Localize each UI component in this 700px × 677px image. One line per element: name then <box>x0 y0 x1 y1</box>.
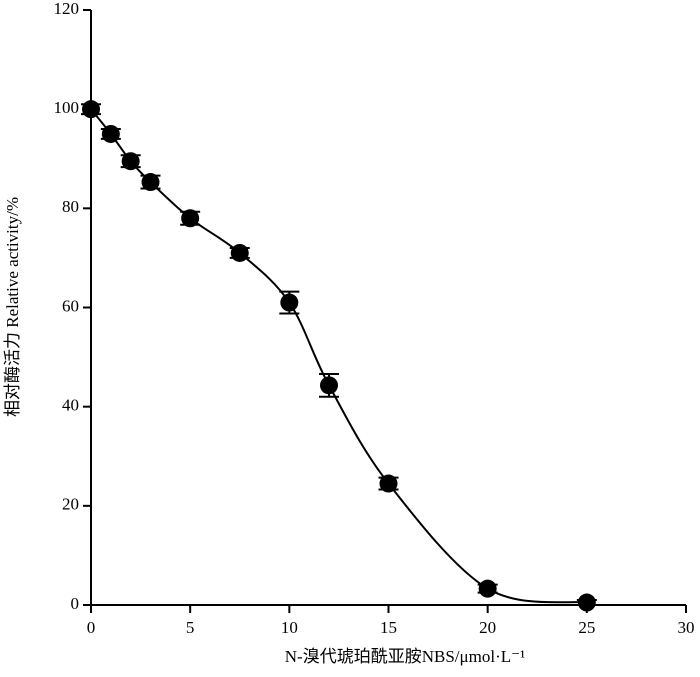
fit-line <box>90 108 587 604</box>
y-tick-label: 0 <box>71 594 80 613</box>
data-point <box>121 152 140 171</box>
y-tick-label: 20 <box>62 495 79 514</box>
x-tick-label: 0 <box>87 618 96 637</box>
data-point <box>478 579 497 598</box>
x-axis-title: N-溴代琥珀酰亚胺NBS/μmol·L⁻¹ <box>285 647 525 666</box>
data-point <box>141 173 160 192</box>
data-point <box>379 474 398 493</box>
x-tick-label: 20 <box>479 618 496 637</box>
data-point <box>280 293 299 312</box>
y-axis-title: 相对酶活力 Relative activity/% <box>3 197 22 417</box>
y-tick-label: 40 <box>62 396 79 415</box>
data-point <box>82 100 100 119</box>
x-tick-label: 5 <box>186 618 195 637</box>
y-tick-label: 120 <box>54 0 80 18</box>
data-point <box>230 243 249 262</box>
y-tick-label: 80 <box>62 197 79 216</box>
data-point <box>577 593 596 612</box>
y-tick-label: 60 <box>62 296 79 315</box>
x-tick-label: 10 <box>281 618 298 637</box>
data-point <box>320 376 338 395</box>
x-tick-label: 15 <box>380 618 397 637</box>
data-point <box>181 209 200 228</box>
data-point <box>101 124 120 143</box>
y-tick-label: 100 <box>54 98 80 117</box>
x-tick-label: 30 <box>678 618 695 637</box>
x-tick-label: 25 <box>578 618 595 637</box>
